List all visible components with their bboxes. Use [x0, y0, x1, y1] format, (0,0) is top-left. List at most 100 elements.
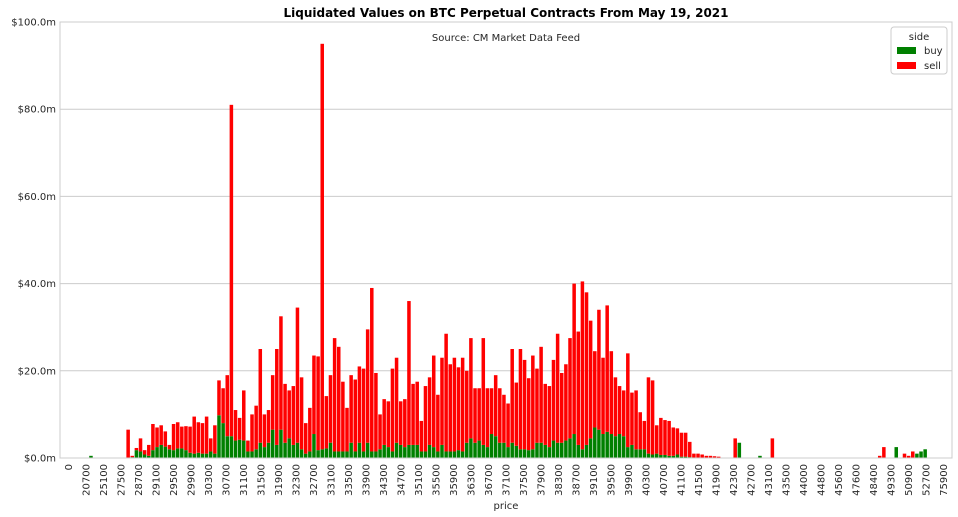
bar-sell: [225, 375, 230, 437]
bar-buy: [485, 447, 490, 458]
bar-buy: [336, 451, 341, 458]
bar-sell: [440, 357, 444, 445]
bar-sell: [539, 346, 543, 443]
plot-frame: [59, 21, 953, 459]
bar-buy: [382, 444, 386, 458]
bar-sell: [650, 380, 655, 455]
bar-buy: [522, 449, 527, 458]
bar-buy: [250, 451, 254, 458]
bar-sell: [712, 456, 717, 458]
chart-subtitle: Source: CM Market Data Feed: [432, 33, 580, 44]
bar-buy: [621, 436, 626, 458]
bar-sell: [423, 386, 428, 452]
bar-sell: [270, 375, 275, 430]
bar-buy: [531, 449, 535, 458]
bar-sell: [213, 425, 217, 454]
bar-buy: [427, 444, 432, 458]
bar-sell: [250, 414, 254, 452]
x-tick-label: 36300: [467, 464, 478, 496]
bar-sell: [328, 375, 333, 443]
x-tick-label: 40700: [659, 464, 670, 496]
bar-buy: [175, 448, 180, 458]
bar-buy: [555, 442, 560, 458]
bar-sell: [634, 390, 638, 450]
bar-buy: [539, 442, 543, 458]
bar-sell: [882, 447, 886, 458]
bar-sell: [593, 351, 597, 428]
bar-buy: [291, 444, 296, 458]
bar-buy: [229, 436, 234, 458]
bar-sell: [130, 455, 135, 458]
bar-buy: [138, 451, 143, 458]
bar-sell: [506, 403, 510, 448]
bar-buy: [320, 449, 324, 458]
bar-sell: [630, 392, 634, 445]
bar-buy: [543, 444, 547, 458]
bar-buy: [452, 451, 457, 458]
bar-buy: [444, 451, 448, 458]
bar-buy: [659, 454, 663, 458]
bar-buy: [353, 451, 358, 458]
bar-sell: [547, 386, 552, 448]
bar-sell: [576, 331, 581, 445]
bar-sell: [456, 367, 461, 451]
bar-buy: [564, 440, 568, 458]
x-tick-label: 39500: [606, 464, 617, 496]
bar-sell: [605, 305, 609, 432]
bar-buy: [588, 438, 593, 458]
x-tick-label: 27500: [117, 464, 128, 496]
bar-buy: [919, 451, 923, 458]
bar-buy: [262, 447, 267, 458]
bar-sell: [266, 410, 271, 443]
bar-sell: [336, 346, 341, 452]
x-tick-label: 52700: [921, 464, 932, 496]
bar-sell: [345, 407, 349, 452]
x-tick-label: 43100: [764, 464, 775, 496]
bar-buy: [923, 449, 927, 458]
bar-sell: [436, 394, 440, 452]
bar-sell: [204, 416, 209, 454]
bar-sell: [349, 375, 353, 443]
bar-sell: [493, 375, 498, 437]
bar-sell: [588, 320, 593, 439]
bar-sell: [341, 381, 345, 452]
bar-buy: [237, 439, 242, 458]
x-tick-label: 29100: [152, 464, 163, 496]
bar-sell: [906, 455, 911, 458]
bar-sell: [692, 453, 696, 458]
bar-sell: [167, 444, 172, 450]
bar-sell: [679, 432, 684, 457]
bar-buy: [547, 447, 552, 458]
bar-sell: [184, 426, 188, 451]
bar-sell: [609, 351, 614, 435]
bar-sell: [180, 426, 184, 449]
bar-sell: [308, 407, 312, 452]
bar-buy: [613, 436, 618, 458]
bar-sell: [489, 388, 494, 435]
bar-sell: [126, 429, 130, 458]
bar-buy: [332, 451, 337, 458]
bar-sell: [427, 377, 432, 445]
x-tick-label: 30300: [204, 464, 215, 496]
bar-sell: [370, 287, 374, 452]
bar-sell: [654, 425, 659, 454]
bar-sell: [147, 444, 151, 456]
bar-sell: [361, 368, 366, 452]
bar-sell: [386, 401, 391, 448]
bar-sell: [568, 338, 572, 439]
bar-sell: [535, 368, 539, 443]
bar-sell: [911, 451, 915, 458]
x-tick-label: 42700: [746, 464, 757, 496]
bar-sell: [394, 357, 399, 443]
bar-buy: [221, 423, 225, 458]
x-tick-label: 49300: [886, 464, 897, 496]
bar-buy: [134, 450, 139, 458]
x-tick-label: 38300: [554, 464, 565, 496]
bar-buy: [217, 415, 221, 458]
bar-sell: [448, 364, 453, 452]
bar-sell: [460, 357, 465, 452]
x-tick-label: 29900: [187, 464, 198, 496]
bar-sell: [902, 453, 907, 458]
bar-sell: [638, 412, 642, 450]
bar-sell: [200, 423, 205, 454]
